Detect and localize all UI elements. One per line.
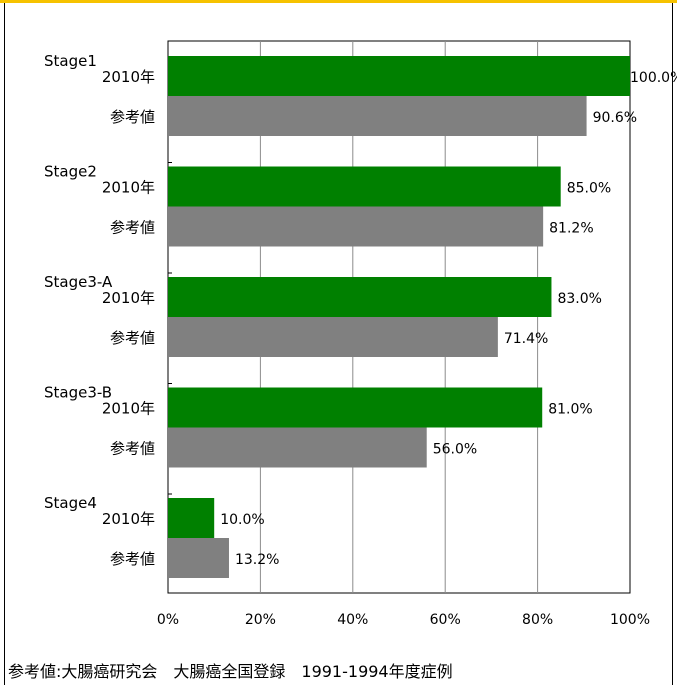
data-label: 83.0% — [557, 291, 601, 307]
bar-reference — [168, 317, 498, 357]
series-row-label: 2010年 — [102, 289, 155, 307]
footnote: 参考値:大腸癌研究会 大腸癌全国登録 1991-1994年度症例 — [8, 662, 453, 681]
bar-current — [168, 56, 630, 96]
data-label: 81.2% — [549, 221, 593, 237]
data-label: 10.0% — [220, 512, 264, 528]
bar-current — [168, 166, 561, 207]
top-accent-rule — [0, 0, 677, 3]
x-tick-label: 20% — [245, 612, 276, 628]
bar-current — [168, 277, 552, 317]
x-tick-label: 100% — [610, 612, 650, 628]
bar-reference — [168, 206, 544, 247]
data-label: 13.2% — [235, 552, 279, 568]
category-label: Stage3-A — [44, 273, 113, 291]
x-tick-label: 40% — [337, 612, 368, 628]
data-label: 81.0% — [548, 402, 592, 418]
series-row-label: 2010年 — [102, 510, 155, 528]
chart-frame — [4, 3, 673, 685]
series-row-label: 2010年 — [102, 179, 155, 197]
data-label: 71.4% — [504, 331, 548, 347]
bar-current — [168, 498, 215, 538]
bar-reference — [168, 427, 427, 468]
category-label: Stage2 — [44, 163, 97, 181]
category-label: Stage1 — [44, 52, 97, 70]
data-label: 85.0% — [567, 181, 611, 197]
series-row-label: 参考値 — [110, 219, 155, 237]
data-label: 90.6% — [593, 110, 637, 126]
series-row-label: 2010年 — [102, 68, 155, 86]
x-tick-label: 80% — [522, 612, 553, 628]
series-row-label: 参考値 — [110, 108, 155, 126]
bar-current — [168, 387, 543, 428]
series-row-label: 参考値 — [110, 550, 155, 568]
category-label: Stage4 — [44, 494, 97, 512]
bar-reference — [168, 96, 587, 136]
series-row-label: 2010年 — [102, 400, 155, 418]
series-row-label: 参考値 — [110, 440, 155, 458]
data-label: 100.0% — [630, 70, 677, 86]
bar-reference — [168, 538, 229, 578]
x-tick-label: 0% — [157, 612, 179, 628]
data-label: 56.0% — [433, 442, 477, 458]
x-tick-label: 60% — [430, 612, 461, 628]
series-row-label: 参考値 — [110, 329, 155, 347]
category-label: Stage3-B — [44, 384, 112, 402]
bar-chart: 0% 20% 40% 60% 80% 100% Stage1 2010年 100.0% 参考値 90… — [44, 40, 677, 628]
